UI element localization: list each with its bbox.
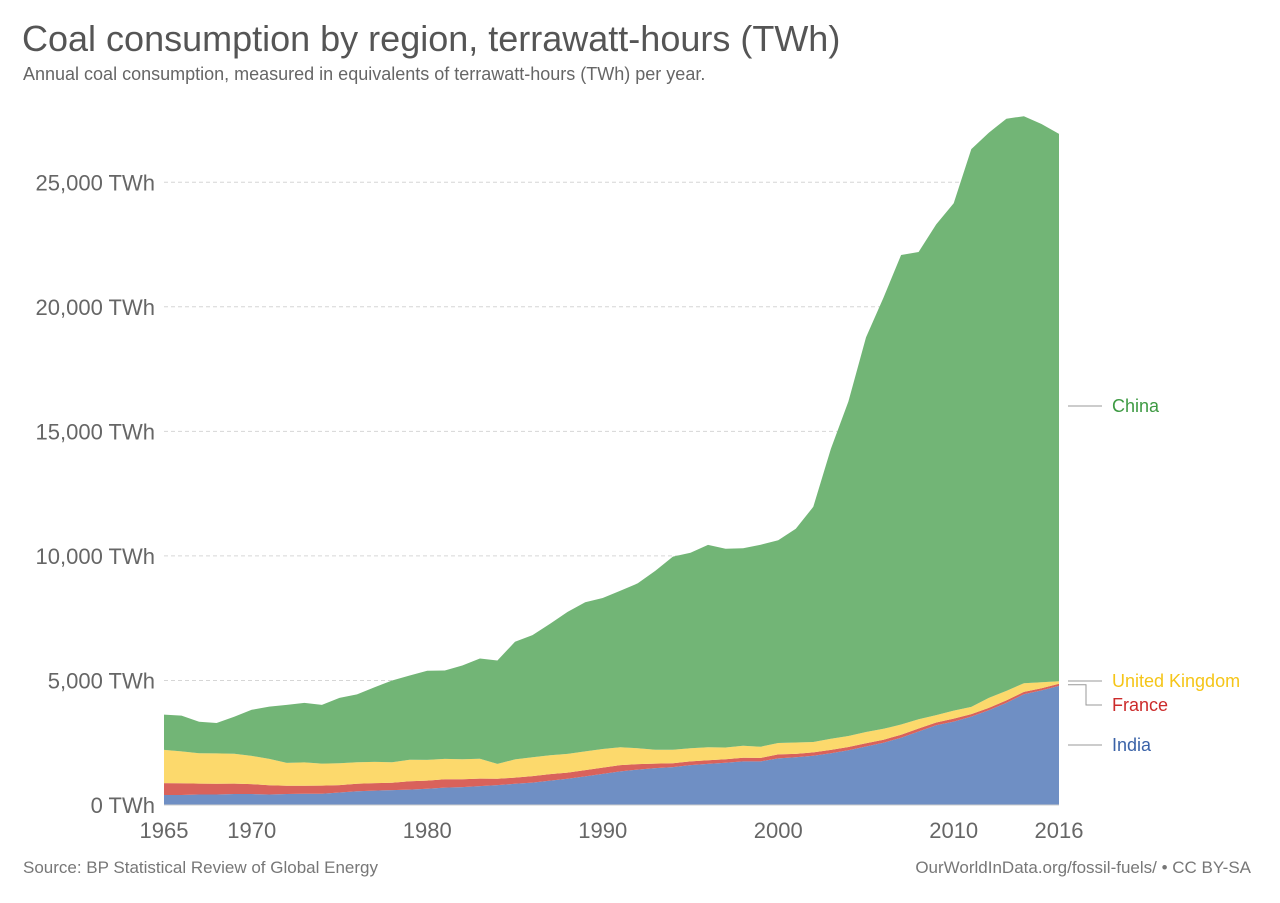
y-tick-label: 25,000 TWh: [36, 170, 155, 195]
area-united-kingdom: [164, 681, 1059, 786]
area-india: [164, 685, 1059, 805]
source-note: Source: BP Statistical Review of Global …: [23, 858, 378, 877]
series-label-india: India: [1112, 735, 1152, 755]
chart-title: Coal consumption by region, terrawatt-ho…: [22, 18, 841, 59]
x-tick-label: 1980: [403, 818, 452, 843]
y-tick-label: 10,000 TWh: [36, 544, 155, 569]
x-tick-label: 1990: [578, 818, 627, 843]
y-tick-label: 0 TWh: [91, 793, 155, 818]
series-label-china: China: [1112, 396, 1160, 416]
leader-line-france: [1068, 684, 1102, 706]
chart-subtitle: Annual coal consumption, measured in equ…: [23, 64, 706, 84]
x-tick-label: 1965: [140, 818, 189, 843]
y-tick-label: 20,000 TWh: [36, 295, 155, 320]
x-tick-label: 2000: [754, 818, 803, 843]
y-tick-label: 15,000 TWh: [36, 419, 155, 444]
x-tick-label: 2016: [1035, 818, 1084, 843]
x-tick-label: 2010: [929, 818, 978, 843]
area-china: [164, 116, 1059, 764]
y-tick-label: 5,000 TWh: [48, 668, 155, 693]
x-tick-label: 1970: [227, 818, 276, 843]
series-label-united-kingdom: United Kingdom: [1112, 671, 1240, 691]
series-label-france: France: [1112, 695, 1168, 715]
license-link[interactable]: OurWorldInData.org/fossil-fuels/ • CC BY…: [915, 858, 1251, 877]
